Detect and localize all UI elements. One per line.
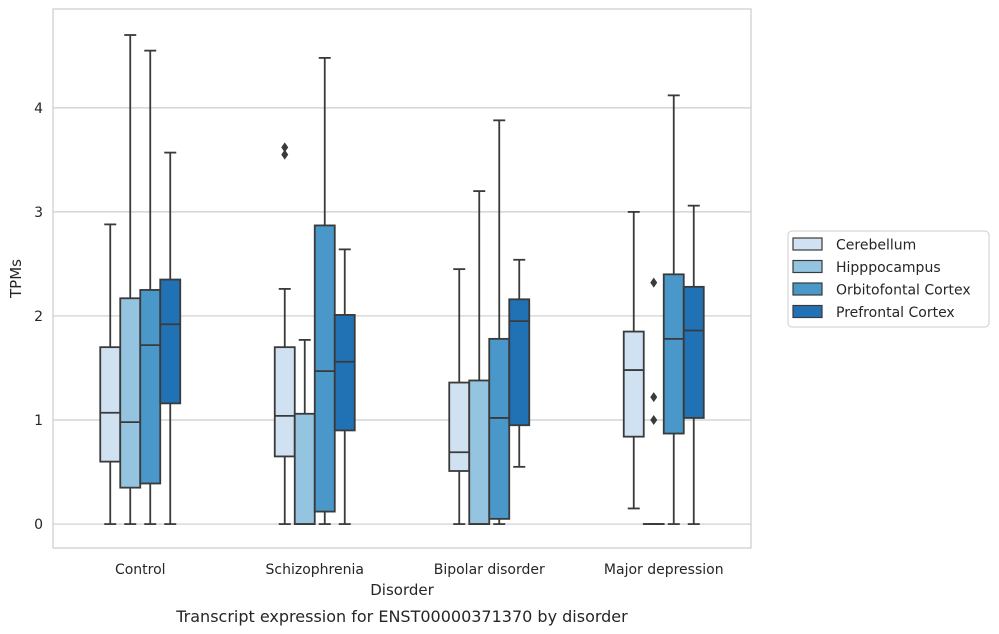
legend-swatch xyxy=(792,282,823,296)
y-tick-label: 4 xyxy=(34,101,43,117)
box-iqr xyxy=(119,297,142,489)
chart-title: Transcript expression for ENST0000037137… xyxy=(175,607,628,626)
box-1-2 xyxy=(468,190,491,525)
box-iqr xyxy=(139,289,162,485)
box-iqr xyxy=(682,285,705,419)
box-3-0 xyxy=(159,151,182,525)
box-1-1 xyxy=(293,338,316,525)
outlier-point xyxy=(650,392,658,403)
legend-swatch xyxy=(792,237,823,251)
plot-boxes xyxy=(99,34,705,525)
legend-frame xyxy=(787,230,990,328)
y-axis-label: TPMs xyxy=(7,259,25,299)
box-0-0 xyxy=(99,223,122,525)
y-axis-ticks: 0 1 2 3 4 xyxy=(34,101,43,533)
plot-frame xyxy=(52,8,752,549)
box-iqr xyxy=(333,314,356,432)
box-iqr xyxy=(99,346,122,463)
x-axis-ticks: Control Schizophrenia Bipolar disorder Majo… xyxy=(115,562,724,578)
x-tick-label: Schizophrenia xyxy=(266,562,364,578)
box-iqr xyxy=(159,278,182,405)
legend-label: Cerebellum xyxy=(836,238,916,254)
legend-label: Prefrontal Cortex xyxy=(836,305,955,321)
box-iqr xyxy=(662,273,685,435)
box-0-1 xyxy=(273,142,296,525)
box-iqr xyxy=(622,330,645,438)
box-1-3 xyxy=(642,277,665,525)
legend-swatch xyxy=(792,304,823,319)
box-iqr xyxy=(313,224,336,513)
box-iqr xyxy=(273,346,296,458)
box-3-2 xyxy=(508,258,531,468)
box-iqr xyxy=(488,337,511,520)
box-iqr xyxy=(293,412,316,525)
x-tick-label: Control xyxy=(115,562,166,578)
x-tick-label: Major depression xyxy=(604,562,724,578)
legend-label: Hipppocampus xyxy=(836,260,941,276)
box-2-1 xyxy=(313,57,336,525)
legend: Cerebellum Hipppocampus Orbitofontal Corte… xyxy=(787,230,990,328)
outlier-point xyxy=(281,142,289,153)
x-axis-label: Disorder xyxy=(370,581,434,599)
box-iqr xyxy=(448,381,471,472)
x-tick-label: Bipolar disorder xyxy=(434,562,545,578)
box-iqr xyxy=(468,379,491,525)
box-2-2 xyxy=(488,119,511,525)
legend-swatch xyxy=(792,259,823,274)
box-3-1 xyxy=(333,248,356,525)
box-0-3 xyxy=(622,211,645,510)
box-2-3 xyxy=(662,94,685,525)
y-tick-label: 1 xyxy=(34,413,43,429)
legend-label: Orbitofontal Cortex xyxy=(836,283,971,299)
box-iqr xyxy=(508,298,531,427)
outlier-point xyxy=(281,149,289,160)
y-tick-label: 3 xyxy=(34,205,43,221)
outlier-point xyxy=(650,277,658,288)
outlier-point xyxy=(650,415,658,426)
box-3-3 xyxy=(682,204,705,525)
y-tick-label: 2 xyxy=(34,309,43,325)
box-0-2 xyxy=(448,268,471,525)
box-2-0 xyxy=(139,49,162,525)
y-tick-label: 0 xyxy=(34,517,43,533)
